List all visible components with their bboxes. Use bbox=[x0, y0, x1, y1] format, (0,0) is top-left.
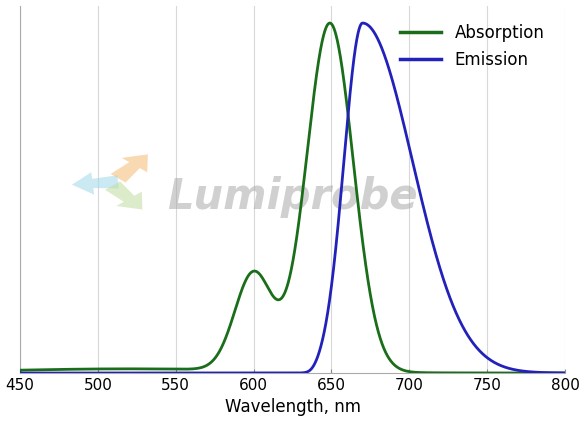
X-axis label: Wavelength, nm: Wavelength, nm bbox=[225, 398, 360, 417]
Legend: Absorption, Emission: Absorption, Emission bbox=[393, 18, 551, 75]
Polygon shape bbox=[105, 181, 142, 210]
Text: Lumiprobe: Lumiprobe bbox=[167, 176, 418, 218]
Polygon shape bbox=[72, 172, 119, 195]
Polygon shape bbox=[111, 154, 148, 183]
